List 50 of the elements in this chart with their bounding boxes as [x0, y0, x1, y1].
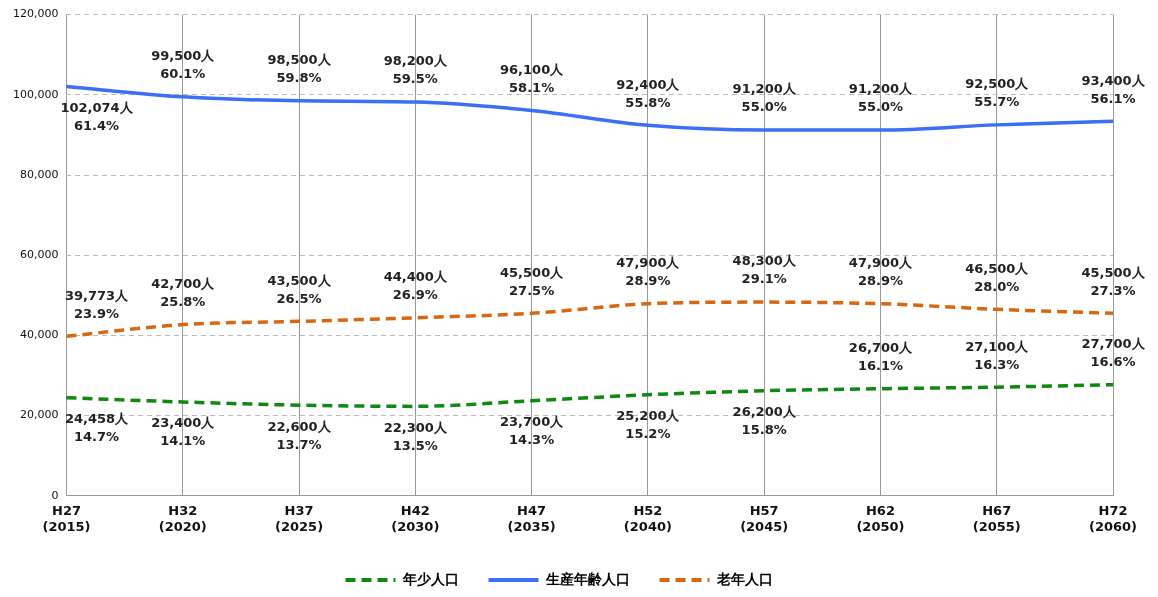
data-label: 27,100人 16.3%	[965, 338, 1030, 372]
data-label: 102,074人 61.4%	[60, 99, 134, 133]
data-label: 46,500人 28.0%	[965, 260, 1030, 294]
data-label: 42,700人 25.8%	[151, 275, 216, 309]
data-label: 93,400人 56.1%	[1081, 72, 1146, 106]
data-label: 98,500人 59.8%	[267, 52, 332, 86]
y-tick-label: 0	[51, 488, 59, 502]
y-tick-label: 20,000	[19, 408, 59, 422]
data-label: 48,300人 29.1%	[732, 253, 797, 287]
x-tick-label: H52 (2040)	[623, 502, 672, 534]
data-label: 26,700人 16.1%	[848, 340, 914, 374]
data-label: 92,500人 55.7%	[965, 76, 1030, 110]
data-label: 96,100人 58.1%	[500, 61, 565, 95]
x-tick-label: H72 (2060)	[1088, 502, 1138, 534]
legend-label: 老年人口	[715, 570, 773, 587]
x-tick-label: H47 (2035)	[507, 502, 556, 534]
data-label: 47,900人 28.9%	[616, 255, 681, 289]
data-label: 92,400人 55.8%	[616, 76, 681, 110]
y-tick-label: 120,000	[12, 7, 59, 21]
data-label: 44,400人 26.9%	[383, 269, 448, 303]
data-label: 22,600人 13.7%	[267, 418, 332, 452]
data-label: 24,458人 14.7%	[64, 411, 130, 445]
data-label: 47,900人 28.9%	[848, 255, 914, 289]
data-label: 25,200人 15.2%	[616, 408, 681, 442]
data-label: 43,500人 26.5%	[267, 272, 332, 306]
data-label: 99,500人 60.1%	[151, 48, 216, 82]
x-tick-label: H27 (2015)	[42, 502, 91, 534]
legend-label: 年少人口	[401, 570, 459, 587]
x-tick-label: H42 (2030)	[391, 502, 440, 534]
data-label: 45,500人 27.5%	[500, 264, 565, 298]
x-tick-label: H67 (2055)	[972, 502, 1021, 534]
data-label: 91,200人 55.0%	[732, 81, 797, 115]
legend-label: 生産年齢人口	[544, 570, 630, 587]
data-label: 23,400人 14.1%	[151, 415, 216, 449]
data-label: 39,773人 23.9%	[64, 287, 130, 321]
y-tick-label: 100,000	[12, 87, 59, 101]
x-tick-label: H57 (2045)	[740, 502, 789, 534]
data-label: 27,700人 16.6%	[1081, 336, 1146, 370]
data-label: 26,200人 15.8%	[732, 404, 797, 438]
data-label: 22,300人 13.5%	[383, 419, 448, 453]
y-tick-label: 80,000	[19, 167, 59, 181]
x-tick-label: H32 (2020)	[158, 502, 207, 534]
data-label: 91,200人 55.0%	[848, 81, 914, 115]
x-tick-label: H37 (2025)	[275, 502, 324, 534]
data-label: 23,700人 14.3%	[500, 414, 565, 448]
data-label: 98,200人 59.5%	[383, 53, 448, 87]
y-tick-label: 40,000	[19, 328, 59, 342]
y-tick-label: 60,000	[19, 248, 59, 262]
data-label: 45,500人 27.3%	[1081, 264, 1146, 298]
x-tick-label: H62 (2050)	[856, 502, 905, 534]
